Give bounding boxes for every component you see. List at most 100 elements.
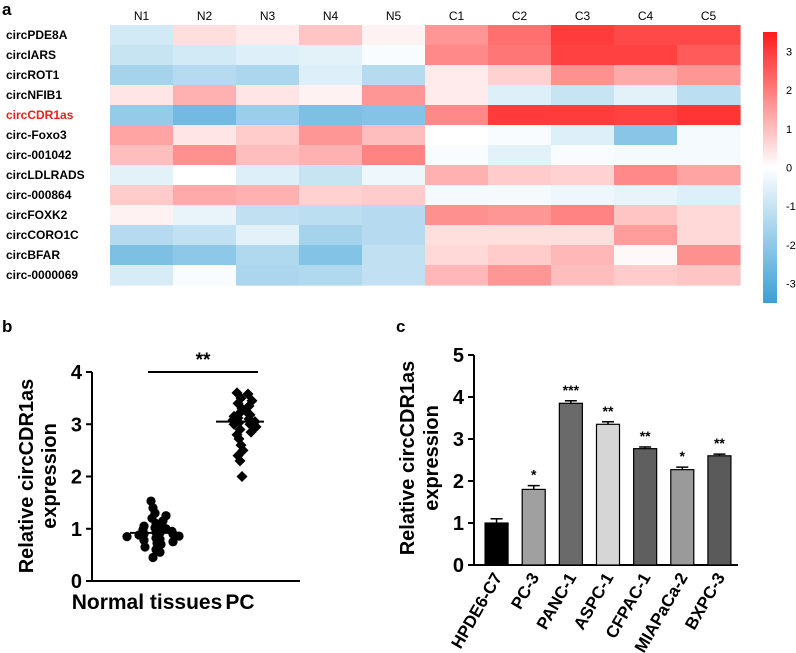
- heatmap-cell: [614, 45, 678, 66]
- heatmap-cell: [425, 105, 489, 126]
- heatmap-cell: [173, 65, 237, 86]
- heatmap-cell: [488, 225, 552, 246]
- heatmap-cell: [614, 105, 678, 126]
- heatmap-cell: [614, 85, 678, 106]
- bar: [670, 469, 695, 566]
- heatmap-cell: [614, 265, 678, 286]
- bar: [484, 522, 509, 566]
- heatmap-cell: [425, 145, 489, 166]
- heatmap-cell: [614, 185, 678, 206]
- heatmap-row-label: circ-000864: [6, 188, 72, 202]
- heatmap-cell: [299, 225, 363, 246]
- heatmap-row-label: circFOXK2: [6, 208, 68, 222]
- x-category-label: PC: [225, 591, 254, 614]
- heatmap-cell: [173, 165, 237, 186]
- heatmap-cell: [677, 65, 741, 86]
- heatmap-cell: [362, 205, 426, 226]
- heatmap-cell: [110, 105, 174, 126]
- heatmap-cell: [173, 265, 237, 286]
- heatmap-row-label: circ-001042: [6, 148, 72, 162]
- heatmap-cell: [677, 85, 741, 106]
- y-axis-label: Relative circCDR1as: [16, 379, 38, 574]
- heatmap-colorbar: 3 2 1 0 -1 -2 -3: [763, 32, 796, 303]
- heatmap-cell: [299, 145, 363, 166]
- heatmap-cell: [425, 225, 489, 246]
- normal-tissue-point: [140, 542, 150, 552]
- normal-tissue-point: [148, 552, 158, 563]
- bar-panel: 0 1 2 3 4 5 Relative circCDR1as expression HPDE6…: [397, 345, 738, 653]
- normal-tissue-point: [122, 531, 132, 542]
- heatmap-cell: [299, 245, 363, 266]
- y-axis-label-line2: expression: [39, 423, 61, 529]
- heatmap-cell: [299, 205, 363, 226]
- heatmap-cell: [614, 25, 678, 46]
- heatmap-column-label: C2: [512, 9, 528, 23]
- heatmap-column-label: C4: [638, 9, 654, 23]
- heatmap-cell: [110, 45, 174, 66]
- significance-label: **: [714, 435, 725, 451]
- heatmap-cell: [236, 65, 300, 86]
- heatmap-cell: [425, 165, 489, 186]
- y-tick-label: 1: [71, 519, 82, 541]
- heatmap-cell: [677, 185, 741, 206]
- y-tick-label: 5: [453, 345, 464, 367]
- heatmap-cell: [236, 265, 300, 286]
- y-tick-label: 2: [453, 471, 464, 493]
- heatmap-cell: [173, 205, 237, 226]
- heatmap-cell: [299, 105, 363, 126]
- normal-tissue-point: [155, 547, 165, 557]
- heatmap-cell: [173, 45, 237, 66]
- heatmap-cell: [110, 85, 174, 106]
- heatmap-cell: [299, 65, 363, 86]
- colorbar-tick-label: -3: [786, 279, 796, 291]
- panel-label-c: c: [396, 317, 405, 336]
- heatmap-cell: [299, 165, 363, 186]
- heatmap-cell: [677, 105, 741, 126]
- heatmap-cell: [551, 65, 615, 86]
- heatmap-cell: [110, 165, 174, 186]
- heatmap-cell: [614, 245, 678, 266]
- heatmap-cell: [677, 205, 741, 226]
- heatmap-cell: [425, 245, 489, 266]
- heatmap-cell: [488, 65, 552, 86]
- heatmap-cell: [236, 205, 300, 226]
- heatmap-cell: [173, 25, 237, 46]
- heatmap-cell: [362, 65, 426, 86]
- heatmap-row-label: circ-Foxo3: [6, 128, 67, 142]
- heatmap-cell: [488, 85, 552, 106]
- heatmap-row-label: circBFAR: [6, 248, 60, 262]
- y-tick-label: 0: [71, 571, 82, 593]
- heatmap-cell: [614, 165, 678, 186]
- colorbar-tick-label: -2: [786, 240, 796, 252]
- heatmap-cell: [488, 205, 552, 226]
- heatmap-cell: [110, 185, 174, 206]
- heatmap-cell: [110, 245, 174, 266]
- heatmap-cell: [236, 25, 300, 46]
- heatmap-panel: N1 N2 N3 N4 N5 C1 C2 C3 C4 C5 circPDE8A circIARS cir…: [6, 9, 741, 286]
- colorbar-tick-label: 1: [786, 124, 792, 136]
- heatmap-cell: [425, 25, 489, 46]
- heatmap-cell: [677, 245, 741, 266]
- heatmap-cell: [488, 25, 552, 46]
- y-tick-label: 3: [453, 429, 464, 451]
- heatmap-row-label: circCORO1C: [6, 228, 79, 242]
- heatmap-cell: [551, 245, 615, 266]
- heatmap-cell: [488, 45, 552, 66]
- heatmap-cell: [551, 125, 615, 146]
- heatmap-cell: [299, 185, 363, 206]
- colorbar-tick-label: -1: [786, 201, 796, 213]
- significance-label: ***: [563, 382, 580, 398]
- bar: [558, 402, 583, 566]
- bar: [595, 423, 621, 566]
- heatmap-cell: [362, 265, 426, 286]
- heatmap-cell: [110, 145, 174, 166]
- pc-point: [234, 455, 246, 467]
- y-tick-label: 4: [71, 362, 83, 384]
- y-tick-label: 2: [71, 467, 82, 489]
- significance-label: **: [640, 428, 651, 444]
- heatmap-cell: [173, 145, 237, 166]
- significance-label: **: [196, 350, 211, 371]
- heatmap-cell: [551, 185, 615, 206]
- heatmap-cell: [614, 125, 678, 146]
